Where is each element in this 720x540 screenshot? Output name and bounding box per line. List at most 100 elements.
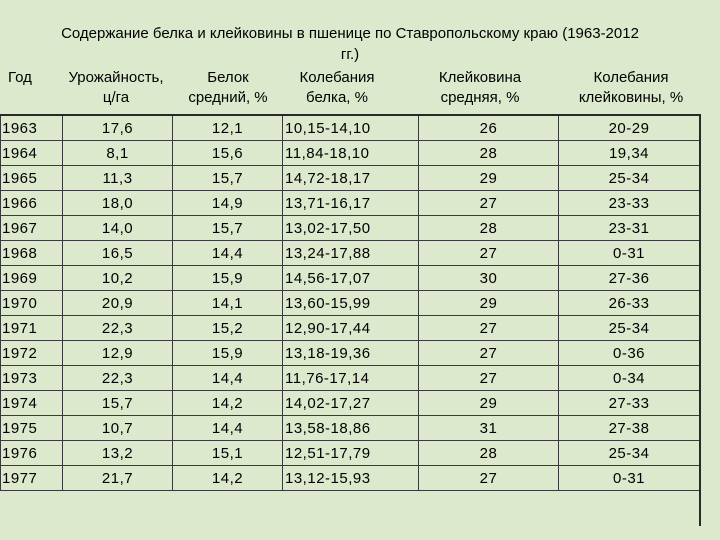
cell-gluten-fluctuation: 0-31	[558, 465, 700, 491]
cell-yield: 13,2	[62, 440, 173, 466]
cell-gluten: 28	[418, 440, 559, 466]
table-row: 1971 22,3 15,2 12,90-17,44 27 25-34	[0, 315, 700, 341]
table-row: 1967 14,0 15,7 13,02-17,50 28 23-31	[0, 215, 700, 241]
cell-yield: 10,2	[62, 265, 173, 291]
cell-year: 1967	[0, 215, 63, 241]
cell-year: 1963	[0, 114, 63, 141]
cell-protein: 14,2	[172, 390, 283, 416]
cell-year: 1969	[0, 265, 63, 291]
cell-protein: 15,1	[172, 440, 283, 466]
cell-year: 1970	[0, 290, 63, 316]
cell-gluten: 27	[418, 315, 559, 341]
cell-yield: 17,6	[62, 114, 173, 141]
page-title: Содержание белка и клейковины в пшенице …	[61, 25, 639, 63]
cell-protein-fluctuation: 13,24-17,88	[282, 240, 419, 266]
cell-gluten-fluctuation: 25-34	[558, 440, 700, 466]
cell-protein: 15,2	[172, 315, 283, 341]
cell-gluten-fluctuation: 0-31	[558, 240, 700, 266]
cell-year: 1968	[0, 240, 63, 266]
table-row: 1975 10,7 14,4 13,58-18,86 31 27-38	[0, 415, 700, 441]
table-row: 1970 20,9 14,1 13,60-15,99 29 26-33	[0, 290, 700, 316]
cell-protein: 15,9	[172, 265, 283, 291]
cell-gluten: 27	[418, 340, 559, 366]
cell-yield: 15,7	[62, 390, 173, 416]
cell-protein-fluctuation: 14,02-17,27	[282, 390, 419, 416]
cell-yield: 18,0	[62, 190, 173, 216]
cell-gluten: 28	[418, 140, 559, 166]
table-row: 1965 11,3 15,7 14,72-18,17 29 25-34	[0, 165, 700, 191]
cell-protein: 12,1	[172, 114, 283, 141]
table-row: 1964 8,1 15,6 11,84-18,10 28 19,34	[0, 140, 700, 166]
cell-protein: 14,1	[172, 290, 283, 316]
table-row: 1974 15,7 14,2 14,02-17,27 29 27-33	[0, 390, 700, 416]
cell-gluten-fluctuation: 25-34	[558, 165, 700, 191]
cell-protein-fluctuation: 10,15-14,10	[282, 114, 419, 141]
cell-yield: 22,3	[62, 365, 173, 391]
cell-protein: 15,7	[172, 165, 283, 191]
cell-protein: 14,4	[172, 240, 283, 266]
cell-gluten: 30	[418, 265, 559, 291]
cell-protein: 15,7	[172, 215, 283, 241]
table-row: 1976 13,2 15,1 12,51-17,79 28 25-34	[0, 440, 700, 466]
cell-gluten-fluctuation: 19,34	[558, 140, 700, 166]
cell-gluten: 27	[418, 190, 559, 216]
header-protein: Белок средний, %	[188, 69, 268, 106]
cell-year: 1973	[0, 365, 63, 391]
cell-gluten-fluctuation: 0-36	[558, 340, 700, 366]
cell-protein: 15,9	[172, 340, 283, 366]
cell-protein-fluctuation: 13,71-16,17	[282, 190, 419, 216]
cell-protein-fluctuation: 13,02-17,50	[282, 215, 419, 241]
cell-gluten: 31	[418, 415, 559, 441]
cell-gluten-fluctuation: 0-34	[558, 365, 700, 391]
cell-protein: 14,4	[172, 365, 283, 391]
header-protein-fluctuation: Колебания белка, %	[299, 69, 375, 106]
cell-gluten: 29	[418, 165, 559, 191]
cell-yield: 20,9	[62, 290, 173, 316]
cell-protein: 14,4	[172, 415, 283, 441]
table-row: 1968 16,5 14,4 13,24-17,88 27 0-31	[0, 240, 700, 266]
data-table: 1963 17,6 12,1 10,15-14,10 26 20-29 1964 8,1 15,…	[0, 114, 700, 491]
cell-year: 1964	[0, 140, 63, 166]
header-year: Год	[8, 69, 32, 86]
cell-gluten-fluctuation: 23-31	[558, 215, 700, 241]
table-row: 1966 18,0 14,9 13,71-16,17 27 23-33	[0, 190, 700, 216]
cell-protein-fluctuation: 13,60-15,99	[282, 290, 419, 316]
cell-protein-fluctuation: 13,58-18,86	[282, 415, 419, 441]
cell-protein-fluctuation: 11,84-18,10	[282, 140, 419, 166]
cell-protein: 15,6	[172, 140, 283, 166]
cell-year: 1972	[0, 340, 63, 366]
cell-gluten: 28	[418, 215, 559, 241]
header-gluten: Клейковина средняя, %	[438, 69, 522, 106]
cell-protein: 14,2	[172, 465, 283, 491]
cell-gluten-fluctuation: 27-36	[558, 265, 700, 291]
cell-protein-fluctuation: 13,12-15,93	[282, 465, 419, 491]
cell-protein-fluctuation: 11,76-17,14	[282, 365, 419, 391]
header-yield: Урожайность, ц/га	[68, 69, 164, 106]
table-row: 1963 17,6 12,1 10,15-14,10 26 20-29	[0, 114, 700, 141]
cell-year: 1971	[0, 315, 63, 341]
cell-gluten-fluctuation: 25-34	[558, 315, 700, 341]
table-row: 1969 10,2 15,9 14,56-17,07 30 27-36	[0, 265, 700, 291]
cell-protein-fluctuation: 13,18-19,36	[282, 340, 419, 366]
cell-year: 1977	[0, 465, 63, 491]
cell-gluten-fluctuation: 26-33	[558, 290, 700, 316]
cell-yield: 10,7	[62, 415, 173, 441]
cell-gluten: 27	[418, 240, 559, 266]
cell-yield: 22,3	[62, 315, 173, 341]
cell-gluten: 26	[418, 114, 559, 141]
cell-yield: 12,9	[62, 340, 173, 366]
cell-gluten-fluctuation: 23-33	[558, 190, 700, 216]
cell-protein: 14,9	[172, 190, 283, 216]
cell-protein-fluctuation: 14,56-17,07	[282, 265, 419, 291]
table-row: 1972 12,9 15,9 13,18-19,36 27 0-36	[0, 340, 700, 366]
cell-gluten-fluctuation: 27-38	[558, 415, 700, 441]
cell-yield: 14,0	[62, 215, 173, 241]
cell-year: 1974	[0, 390, 63, 416]
table-row: 1973 22,3 14,4 11,76-17,14 27 0-34	[0, 365, 700, 391]
cell-protein-fluctuation: 12,90-17,44	[282, 315, 419, 341]
cell-gluten: 29	[418, 390, 559, 416]
cell-year: 1965	[0, 165, 63, 191]
cell-yield: 11,3	[62, 165, 173, 191]
cell-year: 1966	[0, 190, 63, 216]
cell-gluten: 29	[418, 290, 559, 316]
